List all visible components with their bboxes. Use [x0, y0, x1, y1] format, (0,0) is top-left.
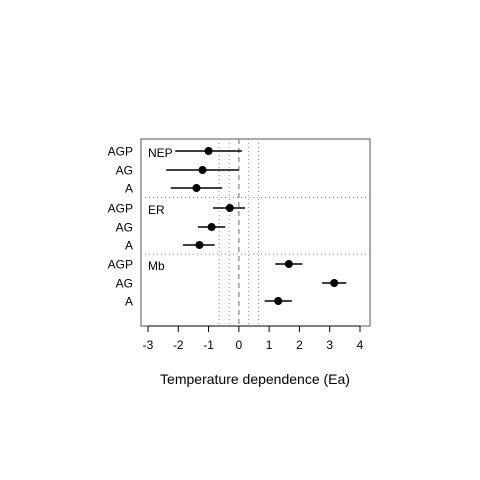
x-tick-label: 1: [266, 338, 273, 352]
reference-lines: [218, 139, 260, 326]
x-tick-label: -2: [173, 338, 184, 352]
estimate-point: [192, 184, 201, 192]
estimate-point: [204, 147, 213, 155]
plot-frame: [140, 138, 371, 327]
estimate-point: [198, 166, 207, 174]
row-label: A: [125, 182, 133, 196]
row-label: AG: [116, 277, 133, 291]
row-label: AGP: [108, 202, 133, 216]
row-label: AG: [116, 164, 133, 178]
x-tick-label: 3: [326, 338, 333, 352]
estimate-point: [274, 297, 283, 305]
row-label: A: [125, 295, 133, 309]
row-label: AGP: [108, 258, 133, 272]
estimate-point: [225, 204, 234, 212]
panel-label: Mb: [148, 259, 165, 273]
x-axis: -3 -2 -1 0 1 2 3 4: [143, 325, 364, 352]
x-tick-label: 2: [296, 338, 303, 352]
panel-label: NEP: [148, 146, 173, 160]
estimate-point: [284, 260, 293, 268]
x-tick-label: -3: [143, 338, 154, 352]
x-axis-label: Temperature dependence (Ea): [160, 371, 350, 387]
estimate-point: [195, 241, 204, 249]
row-label: AG: [116, 221, 133, 235]
data-rows: NEP AGP AG A ER AGP AG A Mb AGP AG A: [108, 145, 347, 309]
panel-label: ER: [148, 203, 165, 217]
row-label: AGP: [108, 145, 133, 159]
estimate-point: [207, 223, 216, 231]
row-label: A: [125, 239, 133, 253]
estimate-point: [330, 279, 339, 287]
x-tick-label: -1: [203, 338, 214, 352]
panel-separators: [141, 197, 370, 255]
x-tick-label: 4: [357, 338, 364, 352]
x-tick-label: 0: [236, 338, 243, 352]
